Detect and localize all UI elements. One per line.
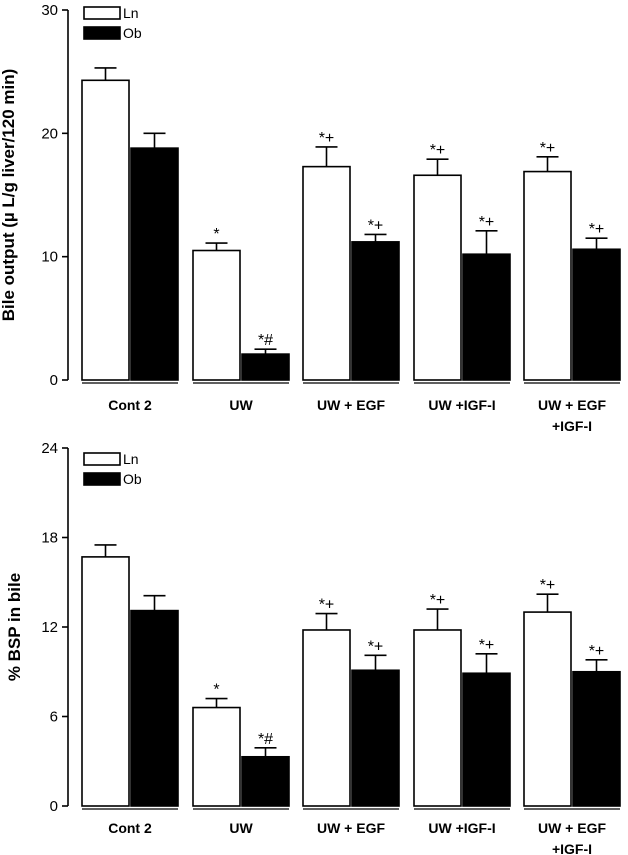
significance-marker: *# bbox=[258, 731, 273, 748]
significance-marker: *+ bbox=[540, 140, 556, 157]
significance-marker: * bbox=[213, 682, 219, 699]
bar-ob bbox=[241, 353, 290, 381]
bar-ob bbox=[572, 248, 621, 381]
y-tick-label: 0 bbox=[50, 372, 58, 389]
legend-swatch-ob bbox=[83, 26, 121, 40]
legend-swatch-ob bbox=[83, 472, 121, 486]
category-label: +IGF-I bbox=[552, 418, 592, 434]
category-label: UW + EGF bbox=[538, 820, 607, 836]
category-label: UW + EGF bbox=[317, 820, 386, 836]
bar-ob bbox=[462, 253, 511, 381]
y-tick-label: 30 bbox=[41, 2, 58, 19]
bar-ob bbox=[351, 241, 400, 381]
bar-ln bbox=[413, 629, 462, 807]
y-tick-label: 20 bbox=[41, 125, 58, 142]
bar-ln bbox=[302, 629, 351, 807]
bsp-in-bile-chart: 0 6 12 18 24 % BSP in bile Cont 2 * *# UW *+ *+ UW +… bbox=[5, 440, 621, 855]
bar-ob bbox=[462, 672, 511, 807]
category-label: UW bbox=[229, 820, 253, 836]
category-label: UW +IGF-I bbox=[428, 820, 495, 836]
significance-marker: *+ bbox=[589, 221, 605, 238]
y-tick-label: 18 bbox=[41, 530, 58, 547]
y-tick-label: 12 bbox=[41, 619, 58, 636]
category-label: Cont 2 bbox=[108, 397, 152, 413]
bar-ob bbox=[351, 669, 400, 807]
category-label: UW +IGF-I bbox=[428, 397, 495, 413]
y-axis-label: % BSP in bile bbox=[5, 573, 24, 681]
category-label: +IGF-I bbox=[552, 841, 592, 855]
significance-marker: *+ bbox=[368, 638, 384, 655]
category-label: UW + EGF bbox=[538, 397, 607, 413]
y-tick-label: 0 bbox=[50, 798, 58, 815]
legend-label: Ob bbox=[123, 471, 142, 487]
significance-marker: * bbox=[213, 226, 219, 243]
category-label: UW + EGF bbox=[317, 397, 386, 413]
legend-label: Ln bbox=[123, 451, 139, 467]
significance-marker: *+ bbox=[430, 592, 446, 609]
bar-ln bbox=[192, 706, 241, 807]
y-axis-label: Bile output (µ L/g liver/120 min) bbox=[0, 69, 18, 322]
y-tick-label: 6 bbox=[50, 709, 58, 726]
bar-ln bbox=[192, 249, 241, 381]
legend-swatch-ln bbox=[83, 6, 121, 20]
bar-ln bbox=[81, 79, 130, 381]
y-tick-label: 10 bbox=[41, 249, 58, 266]
bar-ln bbox=[523, 170, 572, 381]
significance-marker: *+ bbox=[368, 217, 384, 234]
legend-label: Ln bbox=[123, 5, 139, 21]
category-label: Cont 2 bbox=[108, 820, 152, 836]
significance-marker: *+ bbox=[479, 214, 495, 231]
category-label: UW bbox=[229, 397, 253, 413]
bar-ob bbox=[130, 147, 179, 381]
bar-ob bbox=[572, 670, 621, 807]
bar-ln bbox=[81, 556, 130, 807]
bar-ob bbox=[241, 755, 290, 807]
legend-label: Ob bbox=[123, 25, 142, 41]
bar-ln bbox=[413, 174, 462, 381]
y-tick-label: 24 bbox=[41, 440, 58, 457]
significance-marker: *# bbox=[258, 332, 273, 349]
bar-ln bbox=[302, 165, 351, 381]
significance-marker: *+ bbox=[540, 577, 556, 594]
bar-ob bbox=[130, 609, 179, 807]
significance-marker: *+ bbox=[319, 597, 335, 614]
significance-marker: *+ bbox=[479, 637, 495, 654]
bile-output-chart: 0 10 20 30 Bile output (µ L/g liver/120 min)… bbox=[0, 2, 621, 434]
bar-ln bbox=[523, 611, 572, 807]
significance-marker: *+ bbox=[589, 643, 605, 660]
significance-marker: *+ bbox=[319, 130, 335, 147]
significance-marker: *+ bbox=[430, 142, 446, 159]
legend-swatch-ln bbox=[83, 452, 121, 466]
